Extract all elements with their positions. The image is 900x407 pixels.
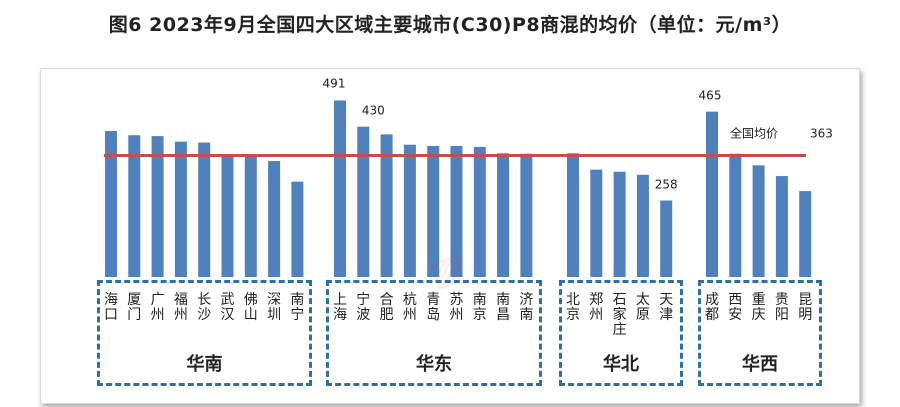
data-label-上海: 491 [323, 76, 346, 90]
bar-杭州 [403, 144, 416, 277]
chart-title: 图6 2023年9月全国四大区域主要城市(C30)P8商混的均价（单位：元/m³… [108, 14, 792, 36]
bar-海口 [105, 130, 117, 277]
city-label-北京: 北京 [566, 292, 580, 323]
bar-武汉 [221, 154, 234, 277]
city-label-深圳: 深圳 [267, 292, 282, 323]
city-label-贵阳: 贵阳 [774, 292, 789, 323]
city-label-苏州: 苏州 [449, 292, 464, 323]
bar-天津 [660, 200, 673, 277]
city-label-佛山: 佛山 [243, 292, 258, 323]
bar-合肥 [380, 134, 393, 277]
city-label-南宁: 南宁 [290, 292, 305, 323]
region-box-华北 [559, 280, 683, 386]
city-label-广州: 广州 [150, 292, 165, 323]
bar-宁波 [357, 126, 370, 277]
city-label-昆明: 昆明 [798, 292, 813, 323]
city-label-武汉: 武汉 [220, 292, 235, 323]
city-label-合肥: 合肥 [379, 292, 394, 323]
region-box-华西 [698, 280, 822, 386]
city-label-南昌: 南昌 [496, 292, 511, 323]
bar-昆明 [799, 191, 812, 277]
region-name-华西: 华西 [742, 354, 778, 375]
region-box-华南 [97, 280, 312, 386]
average-value-label: 363 [810, 126, 833, 140]
region-box-华东 [326, 280, 542, 386]
city-label-上海: 上海 [333, 292, 347, 323]
bar-广州 [151, 136, 164, 277]
city-label-杭州: 杭州 [402, 292, 417, 323]
region-name-华南: 华南 [186, 354, 223, 375]
bar-郑州 [590, 169, 603, 277]
bar-福州 [174, 141, 187, 277]
city-label-济南: 济南 [519, 292, 534, 323]
city-label-郑州: 郑州 [589, 292, 604, 323]
city-label-石家庄: 石家庄 [612, 292, 627, 338]
city-label-宁波: 宁波 [356, 292, 371, 323]
bar-深圳 [268, 161, 281, 277]
data-label-宁波: 430 [362, 104, 385, 118]
bar-重庆 [752, 165, 765, 277]
city-label-青岛: 青岛 [426, 292, 441, 323]
bar-厦门 [128, 135, 141, 277]
city-label-福州: 福州 [173, 292, 188, 323]
city-label-重庆: 重庆 [751, 292, 766, 323]
city-label-西安: 西安 [728, 292, 743, 323]
bar-青岛 [427, 145, 440, 277]
bar-济南 [520, 153, 533, 277]
city-label-海口: 海口 [104, 292, 118, 323]
bar-石家庄 [613, 171, 626, 277]
city-label-长沙: 长沙 [197, 292, 212, 323]
bar-佛山 [244, 155, 257, 277]
bar-北京 [567, 153, 579, 277]
bar-太原 [636, 174, 649, 277]
city-label-成都: 成都 [705, 292, 719, 323]
data-label-成都: 465 [699, 89, 722, 103]
bar-上海 [334, 100, 346, 277]
average-label: 全国均价 [730, 125, 778, 140]
bar-南京 [473, 146, 486, 277]
region-name-华北: 华北 [603, 354, 639, 375]
bar-南昌 [497, 153, 510, 277]
city-label-天津: 天津 [659, 292, 674, 323]
bar-成都 [706, 111, 718, 277]
bar-贵阳 [775, 176, 788, 277]
bar-南宁 [291, 181, 304, 277]
bar-西安 [729, 153, 742, 277]
region-name-华东: 华东 [416, 354, 452, 375]
city-label-厦门: 厦门 [127, 292, 142, 323]
city-label-太原: 太原 [635, 292, 650, 323]
city-label-南京: 南京 [472, 292, 487, 323]
bar-苏州 [450, 145, 463, 277]
data-label-天津: 258 [655, 178, 678, 192]
bar-长沙 [198, 142, 211, 277]
